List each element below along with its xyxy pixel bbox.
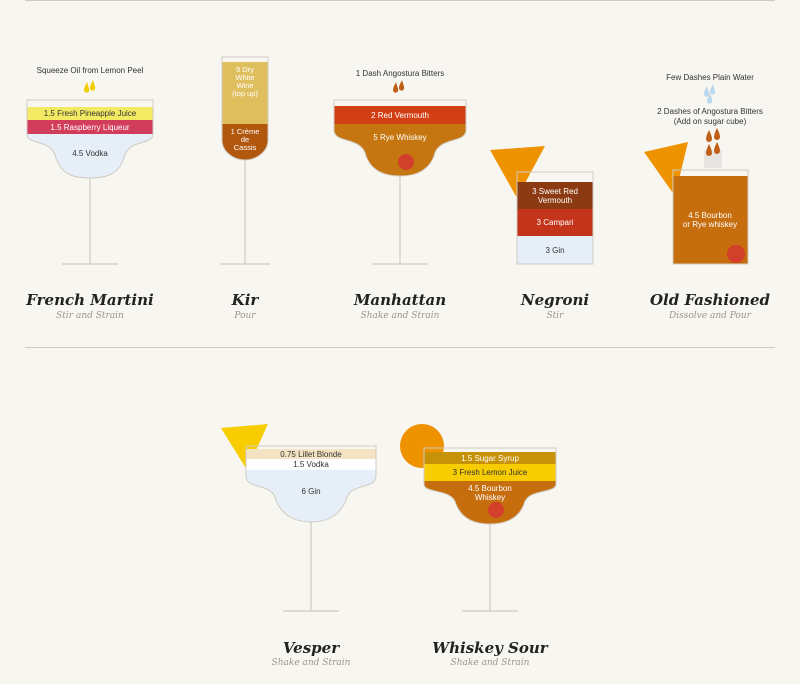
whiskey-sour-sugar-syrup-layer [424,452,556,464]
water-drop-icon [704,86,710,97]
french-martini-vodka-layer [27,134,153,178]
kir-layer-label: Cassis [234,143,257,152]
negroni-layer-label: 3 Campari [537,218,574,227]
french-martini-glass: Squeeze Oil from Lemon Peel 1.5 Fresh Pi… [26,66,154,265]
kir-flute-outline [221,56,269,161]
kir-layer-label: 9 Dry [236,65,254,74]
manhattan-rye-whiskey-layer [334,124,466,176]
vesper-name: Vesper [282,639,340,657]
whiskey-sour-layer-label: 4.5 Bourbon [468,484,512,493]
whiskey-sour-glass: 1.5 Sugar Syrup 3 Fresh Lemon Juice 4.5 … [400,424,557,612]
manhattan-glass: 1 Dash Angostura Bitters 2 Red Vermouth … [333,69,467,265]
manhattan-garnish-label: 1 Dash Angostura Bitters [356,69,445,78]
vesper-vodka-layer [246,459,376,470]
negroni-layer-label: Vermouth [538,196,572,205]
old-fashioned-water-label: Few Dashes Plain Water [666,73,754,82]
negroni-campari-layer [517,209,593,236]
lemon-drop-icon [84,82,90,93]
cherry-icon [727,245,745,263]
old-fashioned-name: Old Fashioned [649,291,770,309]
french-martini-method: Stir and Strain [56,311,124,321]
french-martini-pineapple-layer [27,107,153,120]
vesper-lillet-layer [246,449,376,459]
kir-method: Pour [234,311,256,321]
bitters-drop-icon [706,144,712,156]
cherry-icon [398,154,414,170]
whiskey-sour-method: Shake and Strain [450,658,530,668]
lemon-slice-icon [221,424,268,470]
kir-glass: 9 Dry White Wine (top up) 1 Crème de Cas… [220,56,270,265]
french-martini-name: French Martini [26,291,154,309]
whiskey-sour-layer-label: Whiskey [475,493,505,502]
top-rule [25,0,775,1]
negroni-glass-outline [516,171,594,265]
vesper-layer-label: 1.5 Vodka [293,460,329,469]
whiskey-sour-lemon-juice-layer [424,464,556,481]
old-fashioned-bitters-note: (Add on sugar cube) [674,117,747,126]
french-martini-garnish-label: Squeeze Oil from Lemon Peel [37,66,144,75]
kir-layer-label: 1 Crème [231,127,260,136]
vesper-method: Shake and Strain [271,658,351,668]
old-fashioned-layer-label: or Rye whiskey [683,220,737,229]
lemon-drop-icon [90,80,96,91]
kir-layer-label: White [235,73,254,82]
whiskey-sour-name: Whiskey Sour [432,639,548,657]
french-martini-layer-label: 4.5 Vodka [72,149,108,158]
water-drop-icon [707,93,713,104]
manhattan-layer-label: 5 Rye Whiskey [373,133,426,142]
whiskey-sour-bourbon-layer [424,481,556,524]
old-fashioned-glass: Few Dashes Plain Water 2 Dashes of Angos… [644,73,763,265]
vesper-glass: 0.75 Lillet Blonde 1.5 Vodka 6 Gin [221,424,377,612]
negroni-layer-label: 3 Gin [545,246,564,255]
french-martini-layer-label: 1.5 Raspberry Liqueur [50,123,129,132]
negroni-method: Stir [546,311,564,321]
kir-layer-label: (top up) [232,89,258,98]
vesper-gin-layer [246,470,376,522]
negroni-layer-label: 3 Sweet Red [532,187,578,196]
vesper-layer-label: 0.75 Lillet Blonde [280,450,342,459]
cherry-icon [488,502,504,518]
negroni-glass: 3 Sweet Red Vermouth 3 Campari 3 Gin [490,146,594,265]
water-drop-icon [710,84,716,95]
section-divider [25,347,775,348]
old-fashioned-bitters-label: 2 Dashes of Angostura Bitters [657,107,763,116]
bitters-drop-icon [714,142,720,154]
manhattan-method: Shake and Strain [360,311,440,321]
kir-layer-label: Wine [236,81,253,90]
manhattan-name: Manhattan [353,291,447,309]
negroni-sweet-vermouth-layer [517,182,593,209]
whiskey-sour-layer-label: 3 Fresh Lemon Juice [453,468,528,477]
french-martini-raspberry-layer [27,120,153,134]
bitters-drop-icon [706,130,712,142]
kir-name: Kir [231,291,259,309]
whiskey-sour-layer-label: 1.5 Sugar Syrup [461,454,519,463]
negroni-name: Negroni [520,291,590,309]
kir-creme-de-cassis-layer [222,124,268,160]
bitters-drop-icon [393,82,399,93]
kir-layer-label: de [241,135,249,144]
vesper-layer-label: 6 Gin [301,487,320,496]
manhattan-layer-label: 2 Red Vermouth [371,111,429,120]
bitters-drop-icon [399,80,405,91]
old-fashioned-layer-label: 4.5 Bourbon [688,211,732,220]
old-fashioned-method: Dissolve and Pour [669,311,751,321]
manhattan-red-vermouth-layer [334,106,466,124]
negroni-gin-layer [517,236,593,264]
french-martini-layer-label: 1.5 Fresh Pineapple Juice [44,109,137,118]
old-fashioned-glass-outline [672,169,749,265]
bitters-drop-icon [714,128,720,140]
kir-white-wine-layer [222,62,268,124]
